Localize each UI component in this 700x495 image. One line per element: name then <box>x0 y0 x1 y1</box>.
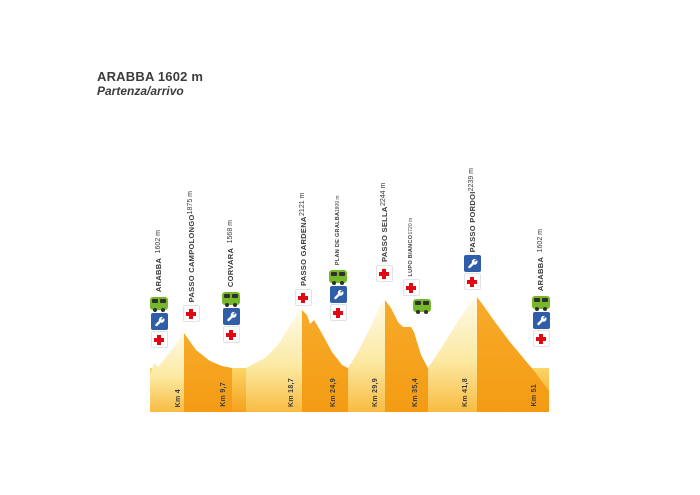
mountain-pordoi-light-face <box>428 297 477 412</box>
first-aid-icon <box>222 326 240 343</box>
station-label: PASSO SELLA 2244 m <box>379 182 389 262</box>
station-label: ARABBA 1602 m <box>536 228 545 291</box>
first-aid-icon <box>182 305 200 322</box>
mountain-sella-light-face <box>348 300 385 412</box>
bus-icon <box>222 292 240 307</box>
station-label: PLAN DE GRALBA 1809 m <box>335 194 341 265</box>
station-passo-gardena: PASSO GARDENA 2121 m <box>281 193 325 306</box>
station-label: CORVARA 1568 m <box>226 219 235 287</box>
bus-icon <box>532 296 550 311</box>
bike-service-icon <box>463 255 481 272</box>
first-aid-icon <box>294 289 312 306</box>
station-passo-pordoi: PASSO PORDOI 2239 m <box>450 168 494 290</box>
mountain-campolongo-light-face <box>150 333 184 412</box>
first-aid-icon <box>463 273 481 290</box>
mountain-gardena-dark-face <box>302 310 348 412</box>
km-marker: Km 35,4 <box>412 378 419 407</box>
bike-service-icon <box>532 312 550 329</box>
km-marker: Km 51 <box>531 384 538 407</box>
station-label: ARABBA 1602 m <box>154 229 163 292</box>
mountain-campolongo-dark-face <box>184 333 232 412</box>
station-arabba-start: ARABBA 1602 m <box>137 230 181 348</box>
station-passo-sella: PASSO SELLA 2244 m <box>362 183 406 282</box>
mountain-sella-dark-face <box>385 300 428 412</box>
bus-icon <box>413 299 431 314</box>
station-arabba-end: ARABBA 1602 m <box>519 229 563 347</box>
km-marker: Km 4 <box>175 388 182 407</box>
bus-icon <box>150 297 168 312</box>
station-plan-de-gralba: PLAN DE GRALBA 1809 m <box>316 195 360 321</box>
station-lupo-bianco: LUPO BIANCO 1720 m <box>389 218 433 315</box>
first-aid-icon <box>150 331 168 348</box>
station-label: PASSO PORDOI 2239 m <box>467 167 477 252</box>
first-aid-icon <box>532 330 550 347</box>
first-aid-icon <box>375 265 393 282</box>
mountain-gardena-light-face <box>246 310 302 412</box>
station-label: LUPO BIANCO 1720 m <box>408 217 414 277</box>
km-marker: Km 24,9 <box>330 378 337 407</box>
station-label: PASSO CAMPOLONGO 1875 m <box>186 190 196 302</box>
first-aid-icon <box>402 279 420 296</box>
km-marker: Km 18,7 <box>288 378 295 407</box>
km-marker: Km 41,8 <box>462 378 469 407</box>
station-corvara: CORVARA 1568 m <box>209 220 253 343</box>
page-title: ARABBA 1602 m Partenza/arrivo <box>97 69 204 99</box>
km-marker: Km 29,9 <box>372 378 379 407</box>
title-subtitle: Partenza/arrivo <box>97 83 184 98</box>
mountain-pordoi-dark-face <box>477 297 549 412</box>
bus-icon <box>329 270 347 285</box>
bike-service-icon <box>222 308 240 325</box>
first-aid-icon <box>329 304 347 321</box>
bike-service-icon <box>329 286 347 303</box>
bike-service-icon <box>150 313 168 330</box>
title-start-finish: ARABBA 1602 m <box>97 69 204 84</box>
station-label: PASSO GARDENA 2121 m <box>298 193 308 286</box>
station-passo-campolongo: PASSO CAMPOLONGO 1875 m <box>169 191 213 322</box>
km-marker: Km 9,7 <box>220 382 227 407</box>
